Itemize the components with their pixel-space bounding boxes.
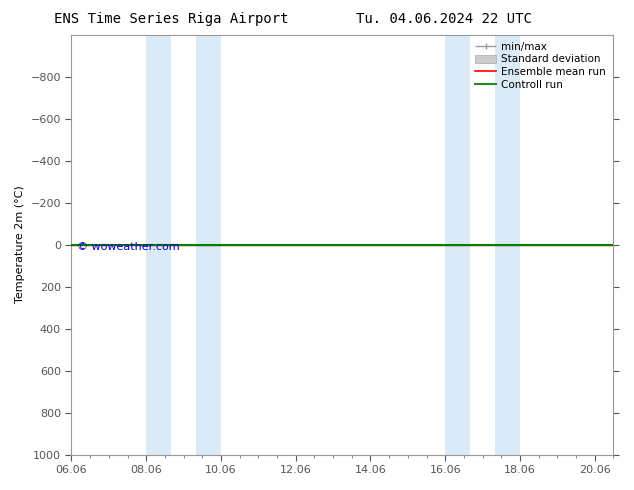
Text: © woweather.com: © woweather.com (77, 243, 179, 252)
Bar (445, 35, 470, 455)
Y-axis label: Temperature 2m (°C): Temperature 2m (°C) (15, 186, 25, 303)
Bar (196, 35, 221, 455)
Bar (495, 35, 520, 455)
Text: Tu. 04.06.2024 22 UTC: Tu. 04.06.2024 22 UTC (356, 12, 532, 26)
Text: ENS Time Series Riga Airport: ENS Time Series Riga Airport (54, 12, 288, 26)
Bar (146, 35, 171, 455)
Legend: min/max, Standard deviation, Ensemble mean run, Controll run: min/max, Standard deviation, Ensemble me… (473, 40, 608, 92)
